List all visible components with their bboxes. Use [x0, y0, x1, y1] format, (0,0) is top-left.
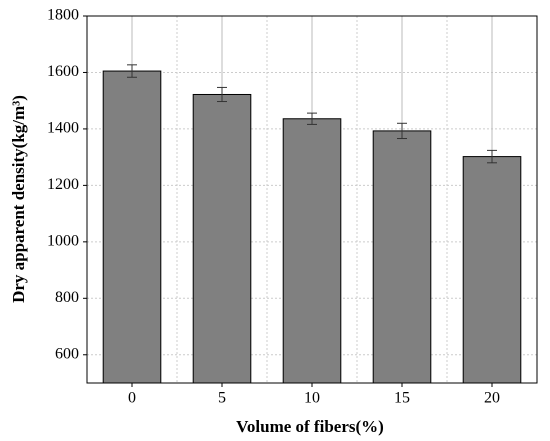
- x-tick-label: 5: [218, 390, 226, 407]
- x-tick-label: 10: [304, 390, 320, 407]
- y-tick-label: 1000: [47, 233, 79, 250]
- plot-frame: [86, 15, 538, 384]
- y-axis-title: Dry apparent density(kg/m³): [9, 95, 28, 303]
- x-tick-label: 15: [394, 390, 410, 407]
- y-tick-label: 1200: [47, 176, 79, 193]
- error-bar: [397, 122, 407, 140]
- y-tick-label: 1400: [47, 120, 79, 137]
- y-tick-label: 800: [55, 289, 79, 306]
- bar: [372, 130, 432, 384]
- x-tick-label: 0: [128, 390, 136, 407]
- error-bar: [127, 64, 137, 78]
- y-tick-label: 1600: [47, 63, 79, 80]
- x-tick-label: 20: [484, 390, 500, 407]
- error-bar: [217, 86, 227, 103]
- bar: [192, 93, 252, 384]
- error-bar: [487, 149, 497, 164]
- bar: [282, 118, 342, 384]
- error-bar: [307, 112, 317, 125]
- y-tick-label: 600: [55, 345, 79, 362]
- bar: [102, 70, 162, 384]
- bar: [462, 156, 522, 384]
- x-axis-title: Volume of fibers(%): [236, 417, 384, 436]
- y-tick-label: 1800: [47, 7, 79, 24]
